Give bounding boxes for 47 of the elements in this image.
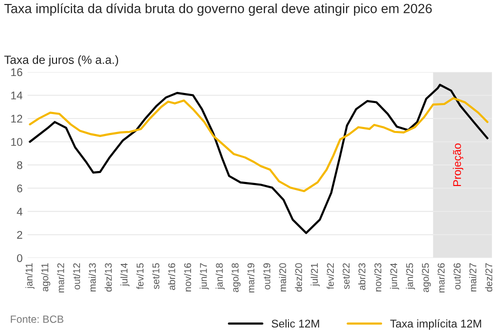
legend-label: Selic 12M	[272, 319, 320, 328]
x-tick-label: nov/23	[374, 263, 382, 292]
y-tick-label: 2	[17, 230, 22, 239]
y-tick-label: 8	[17, 161, 22, 170]
band-label: Projeção	[452, 144, 464, 186]
x-tick-label: mai/20	[278, 263, 286, 292]
y-axis-title: Taxa de juros (% a.a.)	[4, 55, 118, 66]
legend-label: Taxa implícita 12M	[390, 319, 482, 330]
source-note: Fonte: BCB	[10, 316, 64, 323]
x-tick-label: mar/19	[247, 263, 254, 292]
x-tick-label: set/22	[342, 263, 350, 290]
x-tick-label: abr/16	[168, 263, 176, 290]
x-tick-label: ago/25	[422, 263, 431, 292]
x-tick-label: abr/23	[358, 263, 366, 290]
x-tick-label: mai/27	[469, 263, 476, 292]
x-tick-label: out/26	[453, 263, 461, 290]
y-tick-label: 10	[11, 138, 22, 146]
x-tick-label: jan/11	[25, 263, 34, 289]
x-tick-label: jan/25	[406, 263, 416, 290]
x-tick-label: dez/27	[485, 263, 492, 292]
y-tick-label: 14	[11, 92, 22, 100]
x-tick-label: mar/26	[437, 263, 445, 292]
chart-title: Taxa implícita da dívida bruta do governo geral deve atingir pico em 2026	[4, 3, 432, 16]
x-tick-label: jun/24	[390, 263, 400, 290]
y-tick-label: 12	[11, 114, 22, 123]
x-tick-label: mai/13	[88, 263, 96, 292]
y-tick-label: 16	[11, 68, 22, 76]
x-tick-label: nov/16	[184, 263, 192, 292]
x-tick-label: ago/11	[41, 263, 50, 292]
x-tick-label: jan/18	[216, 263, 225, 290]
x-tick-label: jul/21	[310, 263, 320, 286]
x-tick-label: fev/15	[136, 263, 144, 290]
line-series	[28, 97, 488, 192]
y-tick-label: 0	[17, 254, 22, 262]
x-tick-label: fev/22	[326, 263, 334, 290]
x-tick-label: jul/14	[120, 263, 130, 286]
x-tick-label: dez/13	[104, 263, 112, 292]
line-series	[28, 84, 488, 234]
x-tick-label: out/19	[263, 263, 270, 290]
y-tick-label: 4	[16, 208, 22, 216]
x-tick-label: mar/12	[57, 263, 64, 292]
x-tick-label: jun/17	[200, 263, 209, 290]
x-tick-label: set/15	[152, 263, 160, 290]
x-tick-label: out/12	[72, 263, 80, 290]
x-tick-label: dez/20	[294, 263, 302, 292]
y-tick-label: 6	[17, 184, 22, 192]
x-tick-label: ago/18	[231, 263, 241, 292]
